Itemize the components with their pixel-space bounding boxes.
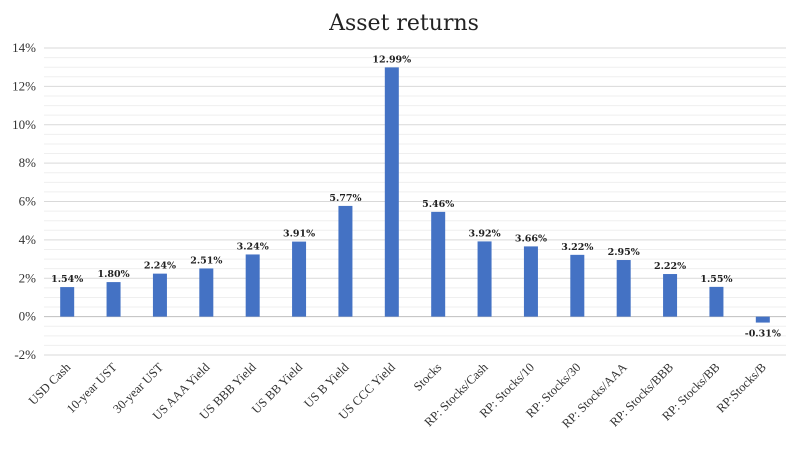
data-labels: 1.54% 1.80% 2.24% 2.51% 3.24% 3.91% 5.77% 12.99…	[51, 54, 781, 339]
y-tick-label: -2%	[14, 347, 36, 362]
bar	[60, 287, 75, 317]
bar	[106, 282, 121, 317]
data-label: 2.22%	[654, 261, 686, 272]
data-label: 3.92%	[468, 228, 500, 239]
data-label: 1.80%	[97, 269, 129, 280]
bar	[709, 286, 724, 317]
data-label: 5.46%	[422, 199, 454, 210]
x-tick-label: USD Cash	[26, 360, 74, 408]
y-tick-label: 2%	[19, 270, 37, 285]
bar	[431, 211, 446, 317]
data-label: 12.99%	[372, 54, 411, 65]
bar	[384, 67, 399, 317]
x-tick-label: US BB Yield	[249, 360, 306, 417]
data-label: 3.91%	[283, 229, 315, 240]
bar	[477, 241, 492, 317]
data-label: 3.24%	[237, 241, 269, 252]
grid-lines	[44, 47, 786, 356]
y-tick-label: 0%	[19, 309, 37, 324]
bar	[152, 273, 167, 317]
data-label: 2.51%	[190, 255, 222, 266]
bar	[338, 205, 353, 317]
data-label: 1.54%	[51, 274, 83, 285]
chart-title: Asset returns	[328, 11, 479, 36]
data-label: 1.55%	[700, 274, 732, 285]
data-label: -0.31%	[745, 329, 781, 340]
bar	[616, 260, 631, 317]
data-label: 3.66%	[515, 233, 547, 244]
y-tick-label: 12%	[12, 78, 36, 93]
data-label: 5.77%	[329, 193, 361, 204]
bar	[663, 274, 678, 317]
bar	[570, 254, 585, 317]
x-tick-label: RP:Stocks/B	[714, 360, 769, 415]
data-label: 2.95%	[608, 247, 640, 258]
data-label: 3.22%	[561, 242, 593, 253]
bar	[292, 241, 307, 317]
bar	[755, 316, 770, 323]
bar	[245, 254, 260, 317]
y-tick-label: 6%	[19, 194, 37, 209]
data-label: 2.24%	[144, 261, 176, 272]
bar	[199, 268, 214, 317]
bars	[60, 67, 770, 323]
x-tick-label: Stocks	[411, 360, 445, 394]
y-tick-label: 8%	[19, 155, 37, 170]
y-axis: -2% 0% 2% 4% 6% 8% 10% 12% 14%	[12, 40, 36, 362]
y-tick-label: 4%	[19, 232, 37, 247]
y-tick-label: 10%	[12, 117, 36, 132]
y-tick-label: 14%	[12, 40, 36, 55]
bar	[523, 246, 538, 317]
